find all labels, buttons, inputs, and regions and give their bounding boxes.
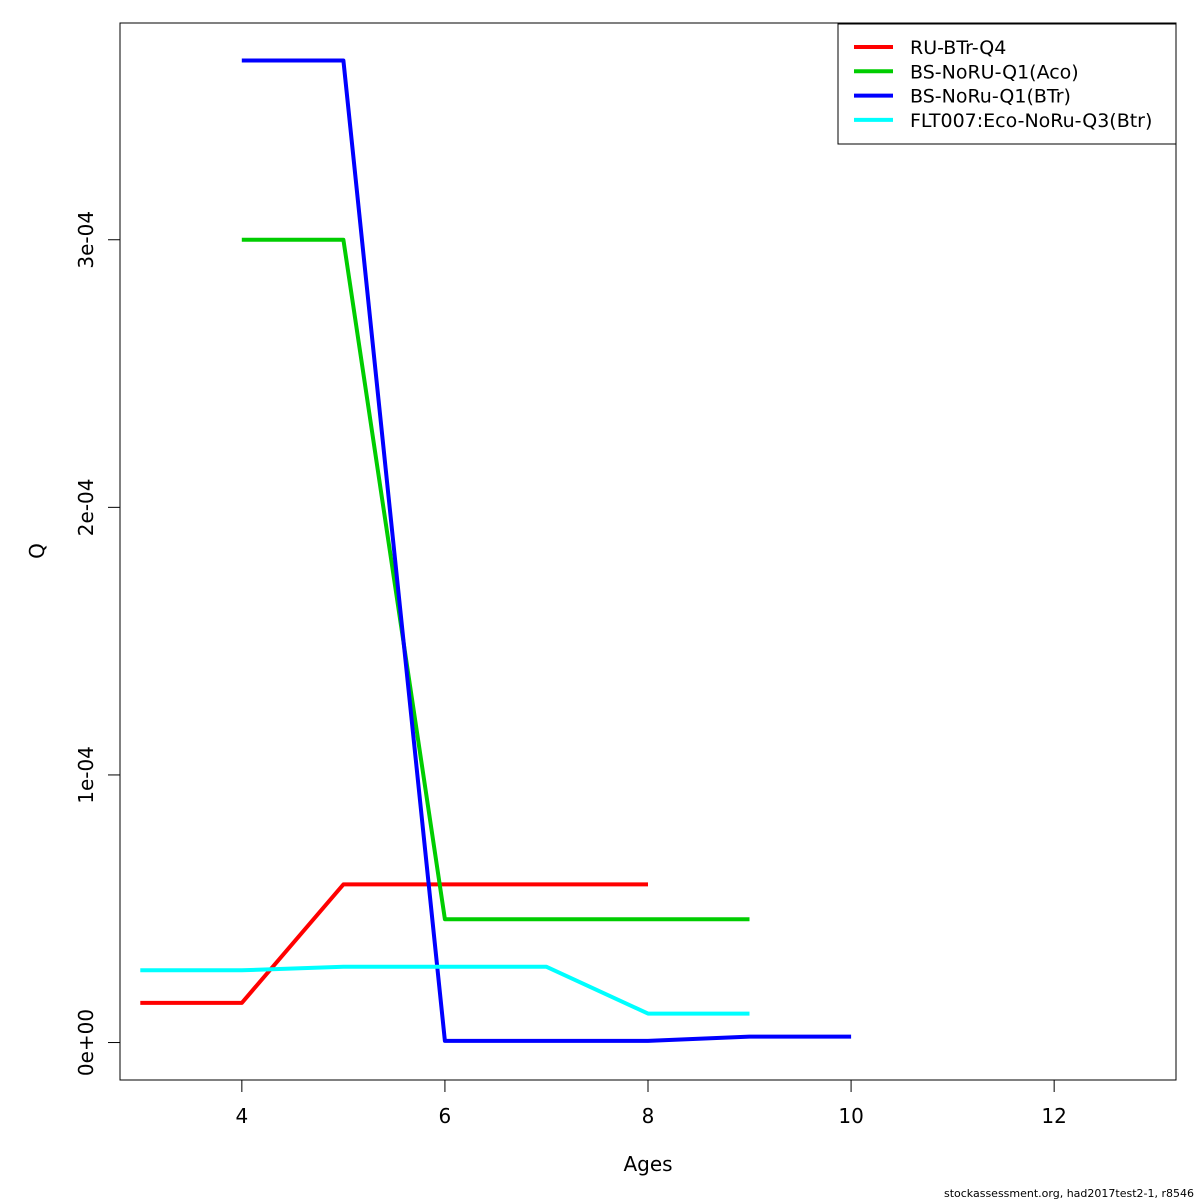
x-tick-label: 6 (439, 1104, 452, 1128)
plot-frame (119, 22, 1177, 1081)
series-line-1 (140, 882, 648, 1005)
x-axis-title: Ages (623, 1152, 672, 1176)
x-tick-label: 8 (642, 1104, 655, 1128)
series-line-4 (140, 964, 750, 1016)
x-tick-label: 4 (235, 1104, 248, 1128)
legend-label: RU-BTr-Q4 (910, 37, 1006, 59)
series-line-2 (241, 237, 750, 922)
y-tick-label: 1e-04 (74, 746, 98, 804)
y-tick-label: 3e-04 (74, 211, 98, 269)
x-axis: 4 6 8 10 12 (235, 1079, 1067, 1128)
y-axis: 0e+00 1e-04 2e-04 3e-04 (74, 211, 121, 1076)
x-tick-label: 10 (838, 1104, 863, 1128)
series-line-3 (241, 58, 852, 1043)
series-layer (140, 58, 852, 1043)
y-tick-label: 2e-04 (74, 478, 98, 536)
footer-credit: stockassessment.org, had2017test2-1, r85… (944, 1187, 1194, 1200)
y-tick-label: 0e+00 (74, 1009, 98, 1076)
legend-label: BS-NoRu-Q1(BTr) (910, 86, 1071, 108)
legend-box (837, 23, 1177, 145)
y-axis-title: Q (25, 543, 49, 559)
legend-label: FLT007:Eco-NoRu-Q3(Btr) (910, 110, 1152, 132)
x-tick-label: 12 (1041, 1104, 1066, 1128)
legend-label: BS-NoRU-Q1(Aco) (910, 61, 1079, 83)
